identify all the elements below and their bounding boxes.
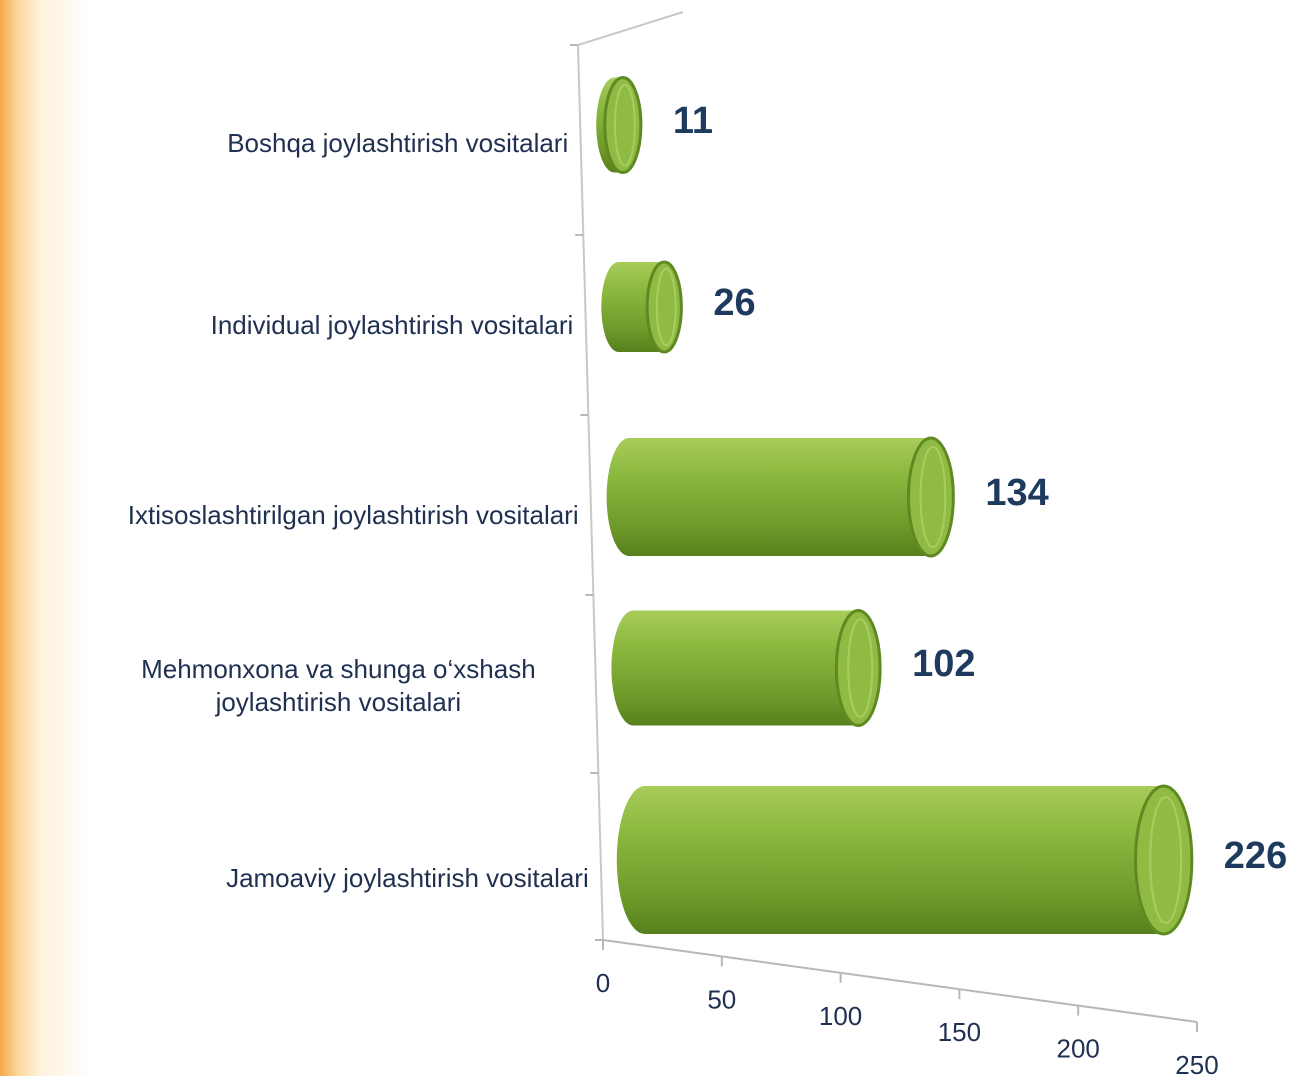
category-label: Boshqa joylashtirish vositalari bbox=[227, 127, 569, 158]
bar-cap-inner bbox=[613, 83, 636, 167]
value-label: 26 bbox=[713, 282, 755, 324]
wall-left bbox=[577, 44, 604, 941]
value-label: 134 bbox=[985, 472, 1048, 514]
bar-cap bbox=[603, 76, 643, 174]
category-label: Jamoaviy joylashtirish vositalari bbox=[226, 862, 589, 893]
bar-cap-inner bbox=[655, 267, 677, 347]
bar bbox=[611, 610, 881, 726]
bar-cap bbox=[834, 609, 882, 727]
bar-cap-inner bbox=[847, 618, 874, 718]
value-label: 102 bbox=[912, 643, 975, 685]
x-tick-label: 100 bbox=[819, 1001, 862, 1031]
x-tick-label: 0 bbox=[596, 968, 610, 998]
bar-cap bbox=[1134, 784, 1194, 936]
value-label: 11 bbox=[673, 100, 713, 142]
bar-cap bbox=[645, 260, 683, 354]
value-label: 226 bbox=[1224, 835, 1287, 877]
x-tick-label: 150 bbox=[938, 1017, 981, 1047]
bar bbox=[606, 438, 954, 556]
category-label: Individual joylashtirish vositalari bbox=[210, 309, 574, 340]
category-label: Mehmonxona va shunga o‘xshash joylashtir… bbox=[141, 654, 536, 717]
x-tick-label: 200 bbox=[1057, 1034, 1100, 1064]
bar-cap-inner bbox=[919, 445, 947, 549]
bar-cap-inner bbox=[1149, 796, 1183, 924]
x-tick-label: 50 bbox=[707, 984, 736, 1014]
x-axis bbox=[602, 939, 1198, 1023]
bar-cap bbox=[906, 436, 955, 558]
x-tick-label: 250 bbox=[1175, 1050, 1218, 1076]
category-label: Ixtisoslashtirilgan joylashtirish vosita… bbox=[127, 499, 579, 530]
wall-top bbox=[577, 11, 684, 46]
bar bbox=[616, 786, 1192, 934]
